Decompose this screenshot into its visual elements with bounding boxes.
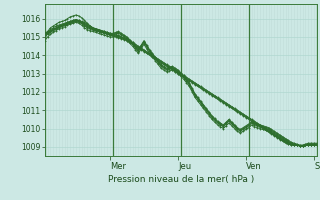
X-axis label: Pression niveau de la mer( hPa ): Pression niveau de la mer( hPa ) — [108, 175, 254, 184]
